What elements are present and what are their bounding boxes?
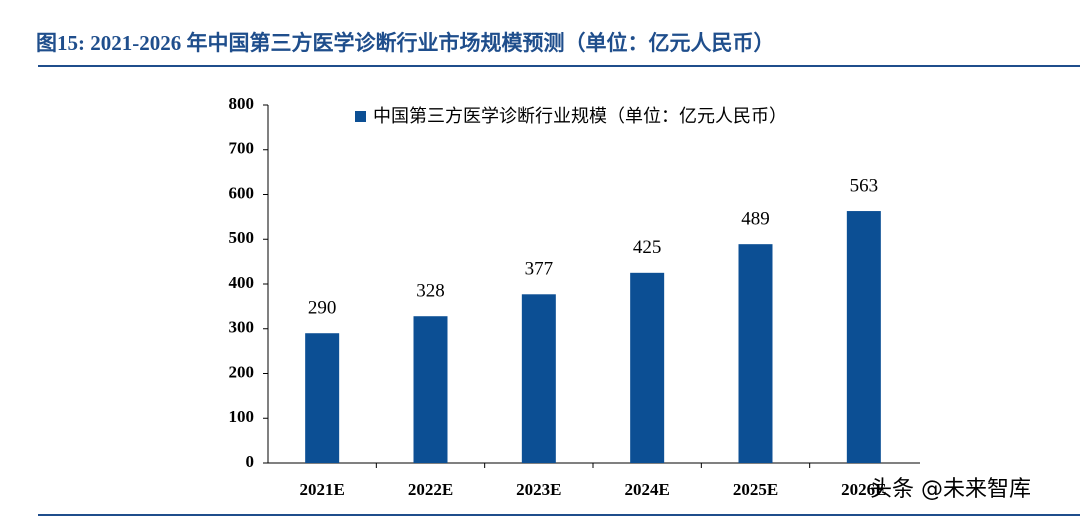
x-tick-label: 2023E xyxy=(516,480,561,499)
bar xyxy=(630,272,665,463)
value-label: 425 xyxy=(633,237,662,258)
x-tick-label: 2026E xyxy=(841,480,886,499)
y-tick-label: 400 xyxy=(229,273,255,292)
y-tick-label: 600 xyxy=(229,183,255,202)
bar xyxy=(521,294,556,463)
bar xyxy=(305,333,340,463)
y-tick-label: 300 xyxy=(229,318,255,337)
value-label: 290 xyxy=(308,298,337,319)
chart-title: 图15: 2021-2026 年中国第三方医学诊断行业市场规模预测（单位：亿元人… xyxy=(36,31,774,55)
y-tick-label: 500 xyxy=(229,228,255,247)
bar xyxy=(846,211,881,463)
watermark: 头条 @未来智库 xyxy=(870,477,1031,502)
bar xyxy=(738,244,773,463)
value-label: 328 xyxy=(416,281,445,302)
value-label: 489 xyxy=(741,209,770,230)
x-tick-label: 2024E xyxy=(624,480,669,499)
x-tick-label: 2021E xyxy=(299,480,344,499)
legend-label: 中国第三方医学诊断行业规模（单位：亿元人民币） xyxy=(373,106,787,127)
bar xyxy=(413,316,448,463)
y-tick-label: 200 xyxy=(229,362,255,381)
value-label: 377 xyxy=(525,259,554,280)
legend-swatch xyxy=(355,111,366,122)
y-tick-label: 700 xyxy=(229,139,255,158)
y-tick-label: 800 xyxy=(229,94,255,113)
x-tick-label: 2025E xyxy=(733,480,778,499)
x-tick-label: 2022E xyxy=(408,480,453,499)
value-label: 563 xyxy=(850,175,879,196)
y-tick-label: 100 xyxy=(229,407,255,426)
y-tick-label: 0 xyxy=(246,452,255,471)
